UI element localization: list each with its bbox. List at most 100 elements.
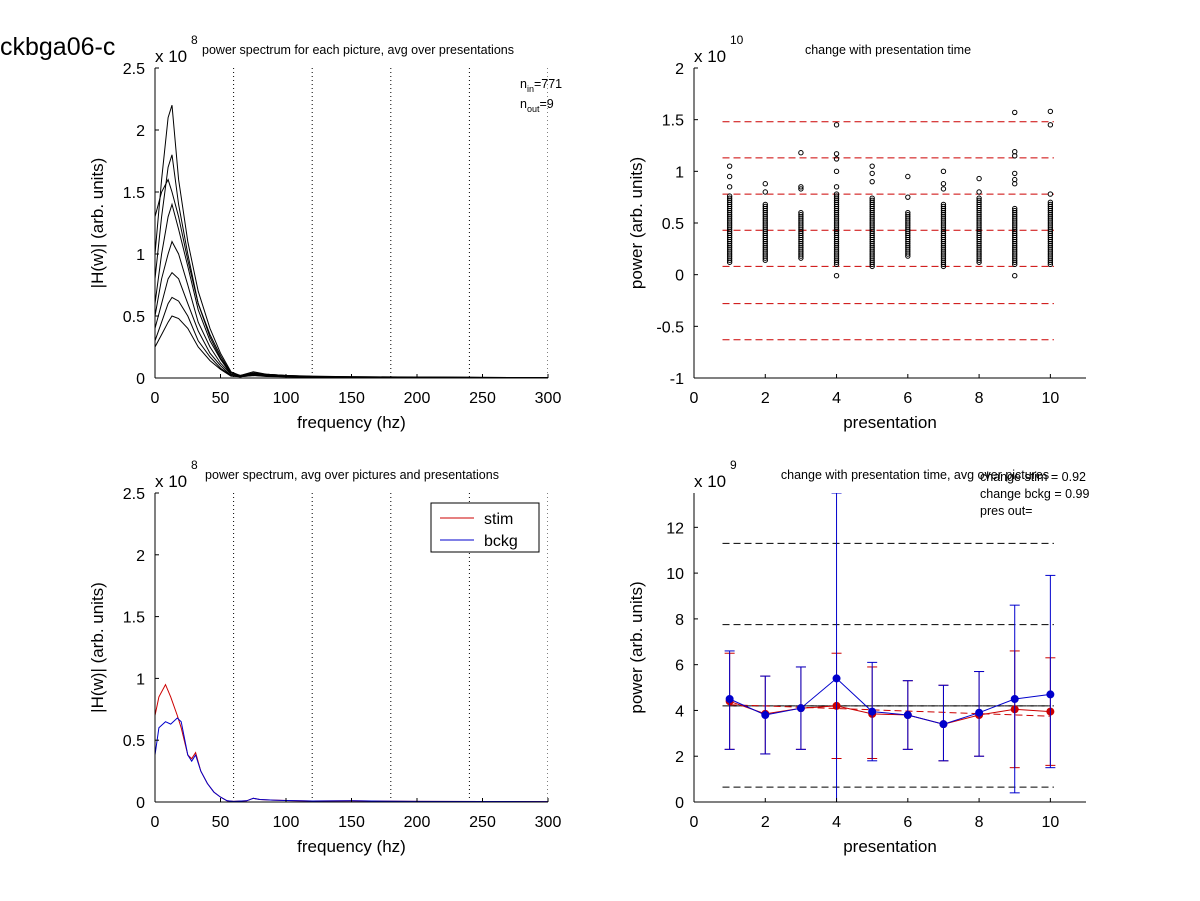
p1-y-exponent-label: x 10 — [155, 47, 187, 66]
p3-x-tick-label: 150 — [338, 814, 365, 831]
p2-data-point — [1047, 191, 1054, 197]
p3-chart-title: power spectrum, avg over pictures and pr… — [205, 468, 499, 482]
p1-x-tick-label: 200 — [404, 390, 431, 407]
p2-data-point — [940, 181, 947, 187]
p2-y-exponent-power: 10 — [730, 33, 744, 47]
p2-data-point — [1047, 122, 1054, 128]
p4-data-point — [868, 707, 877, 716]
p4-data-point — [903, 711, 912, 720]
p3-series-line — [155, 683, 548, 802]
p1-x-tick-label: 100 — [273, 390, 300, 407]
p3-y-tick-label: 1 — [136, 671, 145, 688]
p4-chart-title: change with presentation time, avg over … — [781, 468, 1049, 482]
p4-plot-area — [722, 493, 1056, 802]
p2-data-point — [1012, 273, 1018, 279]
p4-x-tick-label: 0 — [690, 814, 699, 831]
p4-data-point — [796, 704, 805, 713]
p2-data-point — [833, 191, 840, 197]
p1-y-tick-label: 2 — [136, 123, 145, 140]
p2-data-point — [940, 186, 947, 192]
p2-data-point — [976, 189, 982, 195]
p3-plot-area — [155, 493, 548, 802]
p1-x-tick-label: 150 — [338, 390, 365, 407]
p2-data-point — [798, 212, 804, 218]
p4-x-axis-label: presentation — [843, 837, 937, 856]
p1-y-tick-label: 1 — [136, 247, 145, 264]
p2-data-point — [940, 168, 947, 175]
p2-data-point — [869, 197, 875, 203]
p3-x-tick-label: 200 — [404, 814, 431, 831]
p2-data-point — [726, 163, 733, 169]
p2-x-tick-label: 2 — [761, 390, 770, 407]
p3-legend-box — [430, 502, 540, 553]
p3-y-tick-label: 0.5 — [123, 733, 145, 750]
p4-data-point — [725, 695, 734, 703]
p1-y-exponent-power: 8 — [191, 33, 198, 47]
p3-x-tick-label: 250 — [469, 814, 496, 831]
p2-y-exponent-label: x 10 — [694, 47, 726, 66]
p2-data-point — [1012, 153, 1018, 159]
p2-data-point — [833, 168, 840, 175]
p2-data-point — [833, 184, 840, 190]
p2-x-tick-label: 8 — [975, 390, 984, 407]
p1-y-tick-label: 1.5 — [123, 185, 145, 202]
p4-x-tick-label: 8 — [975, 814, 984, 831]
p3-x-tick-label: 0 — [151, 814, 160, 831]
p2-x-tick-label: 6 — [903, 390, 912, 407]
p2-data-point — [726, 195, 733, 201]
p1-x-tick-label: 250 — [469, 390, 496, 407]
p2-x-axis-label: presentation — [843, 413, 937, 432]
p2-data-point — [798, 209, 804, 216]
p4-y-tick-label: 0 — [675, 795, 684, 812]
p2-data-point — [1047, 108, 1054, 115]
p4-y-tick-label: 10 — [666, 566, 684, 583]
p3-x-axis-label: frequency (hz) — [297, 837, 406, 856]
p2-data-point — [762, 203, 768, 210]
p1-x-tick-label: 0 — [151, 390, 160, 407]
p1-x-axis-label: frequency (hz) — [297, 413, 406, 432]
p2-x-tick-label: 4 — [832, 390, 841, 407]
p2-data-point — [940, 201, 947, 208]
p2-data-point — [1012, 205, 1018, 212]
p2-data-point — [833, 122, 840, 128]
p4-y-tick-label: 2 — [675, 749, 684, 766]
p2-y-tick-label: 1 — [675, 164, 684, 181]
p3-y-tick-label: 1.5 — [123, 610, 145, 627]
p2-data-point — [869, 178, 875, 185]
p2-data-point — [976, 197, 982, 203]
p2-data-point — [869, 263, 875, 270]
p3-x-tick-label: 50 — [212, 814, 230, 831]
p3-y-tick-label: 2 — [136, 548, 145, 565]
p4-annotation: pres out= — [980, 504, 1032, 518]
p2-data-point — [940, 263, 947, 270]
p4-y-tick-label: 6 — [675, 658, 684, 675]
p2-data-point — [726, 173, 733, 180]
p2-data-point — [940, 203, 947, 210]
p1-y-axis-label: |H(w)| (arb. units) — [88, 158, 107, 289]
p4-data-point — [975, 708, 984, 717]
p1-series-line — [155, 271, 548, 378]
p3-y-tick-label: 0 — [136, 795, 145, 812]
p2-data-point — [1012, 170, 1018, 177]
p1-series-line — [155, 105, 548, 378]
p4-x-tick-label: 10 — [1041, 814, 1059, 831]
figure-label: ckbga06-c — [0, 33, 116, 61]
p4-y-exponent-power: 9 — [730, 458, 737, 472]
p2-data-point — [762, 181, 768, 187]
p4-x-tick-label: 2 — [761, 814, 770, 831]
p2-x-tick-label: 0 — [690, 390, 699, 407]
p2-plot-area — [722, 108, 1054, 341]
p3-y-tick-label: 2.5 — [123, 486, 145, 503]
p2-data-point — [833, 193, 840, 199]
p4-data-point — [1046, 690, 1055, 699]
p4-y-tick-label: 12 — [666, 520, 684, 537]
p2-data-point — [869, 163, 875, 169]
p3-legend: stim bckg — [430, 502, 540, 553]
p1-series-line — [155, 202, 548, 378]
p2-data-point — [869, 195, 875, 201]
p1-annotation-n-out: nout=9 — [520, 97, 554, 114]
p4-y-tick-label: 8 — [675, 612, 684, 629]
p4-y-axis-label: power (arb. units) — [627, 581, 646, 713]
p2-data-point — [762, 189, 768, 195]
p1-y-tick-label: 2.5 — [123, 61, 145, 78]
